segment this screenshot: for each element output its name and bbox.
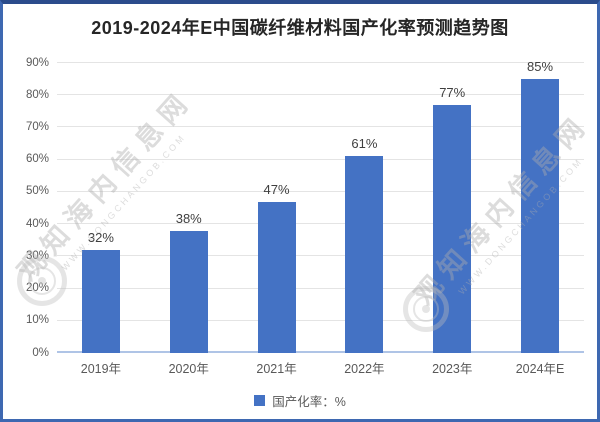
x-tick-label: 2019年 xyxy=(80,362,122,376)
x-tick-label: 2024年E xyxy=(515,362,565,376)
bar-column: 38% xyxy=(145,212,233,353)
legend: 国产化率：% xyxy=(3,391,597,410)
bar xyxy=(169,230,208,353)
x-tick-label: 2023年 xyxy=(432,362,473,376)
gridline xyxy=(57,94,584,96)
x-tick-label: 2021年 xyxy=(256,362,297,376)
bar-column: 32% xyxy=(57,231,145,353)
gridline xyxy=(57,190,584,192)
y-tick-label: 60% xyxy=(25,152,49,165)
gridline xyxy=(57,255,584,257)
y-axis: 0% 10% 20% 30% 40% 50% 60% 70% 80% 90% xyxy=(11,46,57,358)
gridline xyxy=(57,126,584,128)
gridline xyxy=(57,223,584,225)
bar-value-label: 47% xyxy=(263,181,290,197)
plot-area: 32% 38% 47% 61% 77% 85% xyxy=(57,46,584,353)
chart-body: 0% 10% 20% 30% 40% 50% 60% 70% 80% 90% 32% 38% 47% 6… xyxy=(11,46,584,358)
bar xyxy=(81,249,120,353)
bar xyxy=(345,156,384,353)
bar-column: 47% xyxy=(233,183,321,353)
bar-value-label: 32% xyxy=(87,229,114,245)
y-tick-label: 80% xyxy=(25,88,49,101)
bar xyxy=(433,104,472,353)
bar-column: 77% xyxy=(408,86,496,353)
y-tick-label: 40% xyxy=(25,217,49,230)
bars-row: 32% 38% 47% 61% 77% 85% xyxy=(57,46,584,353)
gridline xyxy=(57,319,584,321)
y-tick-label: 30% xyxy=(25,249,49,262)
y-tick-label: 70% xyxy=(25,120,49,133)
y-tick-label: 90% xyxy=(25,56,49,69)
legend-swatch-icon xyxy=(254,395,266,406)
bar-value-label: 38% xyxy=(175,210,202,226)
y-tick-label: 10% xyxy=(25,314,49,327)
y-tick-label: 0% xyxy=(32,346,49,359)
x-axis-line xyxy=(57,351,584,353)
bar xyxy=(521,79,560,353)
bar-column: 85% xyxy=(496,60,584,353)
gridline xyxy=(57,158,584,160)
x-axis: 2019年 2020年 2021年 2022年 2023年 2024年E xyxy=(57,358,584,377)
x-tick-label: 2022年 xyxy=(344,362,385,376)
gridline xyxy=(57,287,584,289)
chart-title: 2019-2024年E中国碳纤维材料国产化率预测趋势图 xyxy=(91,18,509,38)
bar-value-label: 85% xyxy=(527,59,554,75)
y-tick-label: 50% xyxy=(25,185,49,198)
bar xyxy=(257,201,296,353)
bar-value-label: 77% xyxy=(439,84,466,100)
gridline xyxy=(57,62,584,63)
bar-column: 61% xyxy=(320,137,408,353)
x-tick-label: 2020年 xyxy=(168,362,209,376)
y-tick-label: 20% xyxy=(25,281,49,294)
legend-label: 国产化率：% xyxy=(272,395,346,409)
bar-value-label: 61% xyxy=(351,136,378,152)
